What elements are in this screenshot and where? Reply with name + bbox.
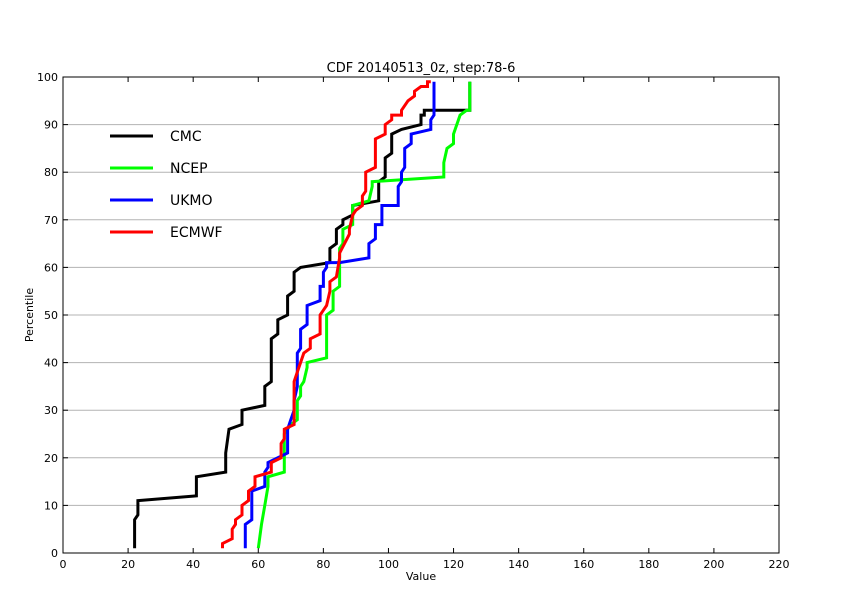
x-axis-ticks: 0 20 40 60 80 100 120 140 160 180 200 220 — [60, 77, 790, 571]
legend-label-ecmwf: ECMWF — [170, 225, 223, 241]
x-tick-label: 220 — [769, 558, 790, 571]
legend-label-ncep: NCEP — [170, 161, 208, 177]
series-line-ecmwf — [221, 80, 431, 549]
grid-lines — [63, 124, 779, 506]
chart-title: CDF 20140513_0z, step:78-6 — [327, 61, 516, 76]
y-tick-label: 70 — [44, 214, 58, 227]
x-tick-label: 80 — [316, 558, 330, 571]
series-line-ncep — [256, 81, 472, 549]
x-tick-label: 40 — [186, 558, 200, 571]
y-tick-label: 0 — [51, 547, 58, 560]
x-tick-label: 180 — [638, 558, 659, 571]
plot-frame — [62, 76, 780, 554]
y-axis-title: Percentile — [23, 288, 36, 343]
series-lines — [133, 80, 472, 549]
y-tick-label: 100 — [37, 71, 58, 84]
y-tick-label: 60 — [44, 261, 58, 274]
legend-label-cmc: CMC — [170, 129, 202, 145]
y-tick-label: 90 — [44, 119, 58, 132]
x-tick-label: 20 — [121, 558, 135, 571]
legend-label-ukmo: UKMO — [170, 193, 213, 209]
y-axis-ticks: 0 10 20 30 40 50 60 70 80 90 100 — [37, 71, 779, 560]
legend: CMC NCEP UKMO ECMWF — [110, 129, 223, 241]
x-tick-label: 100 — [378, 558, 399, 571]
y-tick-label: 50 — [44, 309, 58, 322]
y-tick-label: 40 — [44, 357, 58, 370]
x-axis-title: Value — [406, 570, 436, 583]
y-tick-label: 10 — [44, 499, 58, 512]
y-tick-label: 30 — [44, 404, 58, 417]
series-line-cmc — [133, 81, 472, 549]
x-tick-label: 0 — [60, 558, 67, 571]
y-tick-label: 20 — [44, 452, 58, 465]
x-tick-label: 60 — [251, 558, 265, 571]
y-tick-label: 80 — [44, 166, 58, 179]
x-tick-label: 160 — [573, 558, 594, 571]
x-tick-label: 120 — [443, 558, 464, 571]
x-tick-label: 140 — [508, 558, 529, 571]
x-tick-label: 200 — [703, 558, 724, 571]
